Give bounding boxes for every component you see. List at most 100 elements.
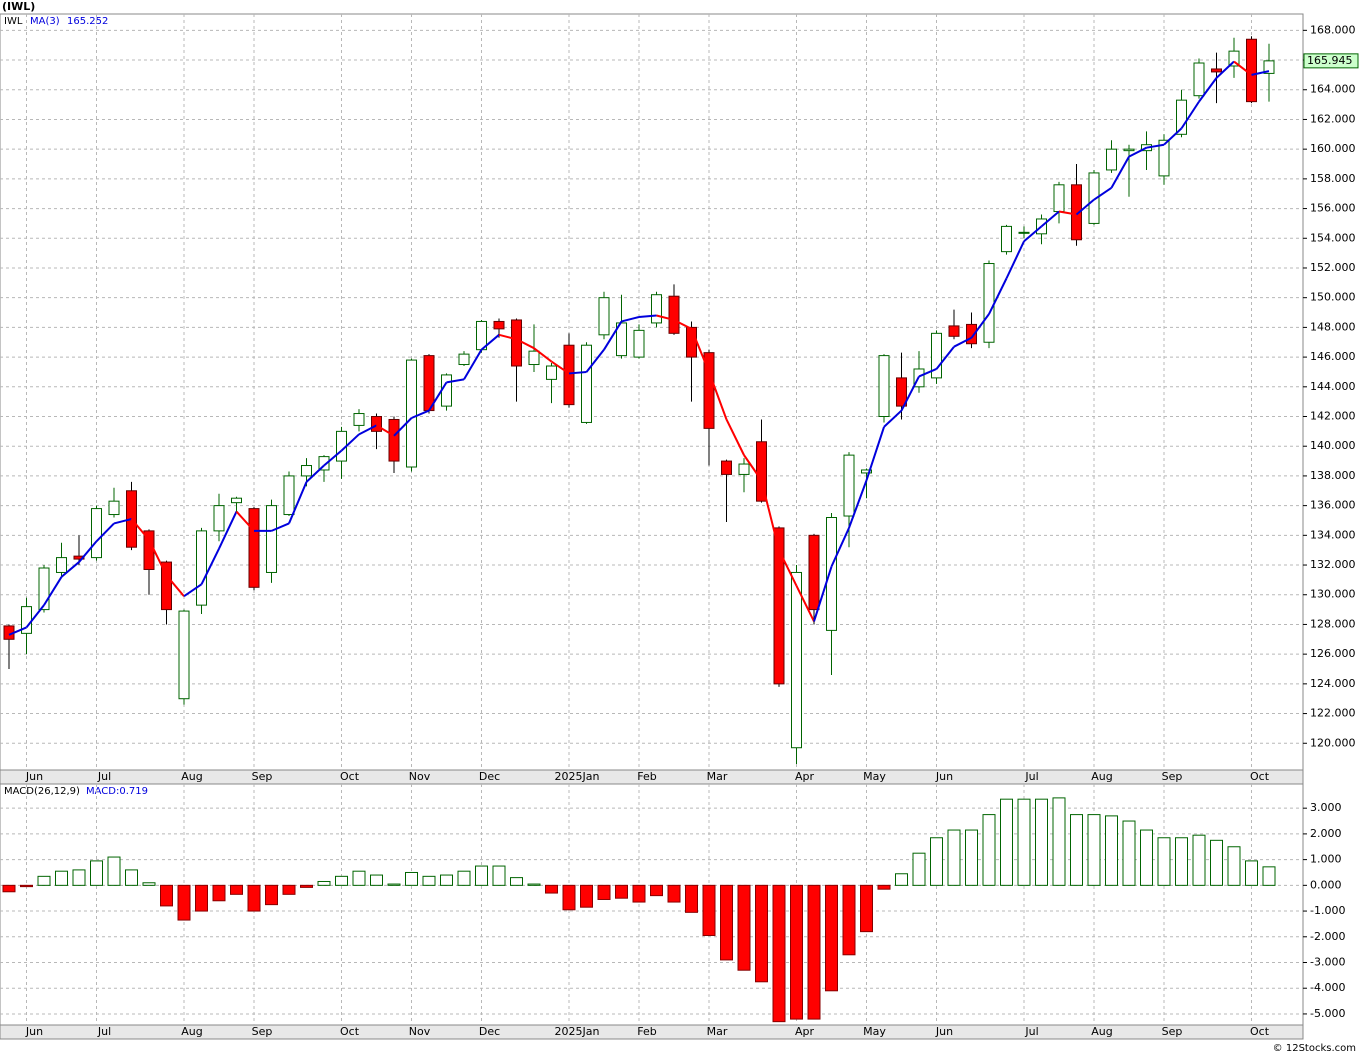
- ma-line: [8, 626, 27, 636]
- macd-bar: [982, 814, 996, 886]
- ma-line: [550, 360, 570, 375]
- x-tick-label: Apr: [795, 770, 815, 783]
- ma-line: [725, 419, 745, 456]
- macd-bar: [877, 884, 891, 890]
- macd-bar: [930, 837, 943, 886]
- y-tick-label: 164.000: [1310, 83, 1356, 96]
- macd-bar: [1140, 829, 1153, 886]
- ma-line: [883, 409, 903, 428]
- macd-bar: [1035, 798, 1048, 886]
- candle-body: [878, 355, 890, 418]
- macd-xaxis: [0, 1024, 1304, 1040]
- last-price-label: 165.945: [1307, 54, 1353, 67]
- ma-line: [183, 583, 203, 598]
- x-tick-label: Aug: [1091, 770, 1112, 783]
- x-tick-label: Jul: [97, 1025, 111, 1038]
- macd-bar: [1122, 820, 1136, 886]
- x-tick-label: Sep: [252, 1025, 273, 1038]
- candle-body: [1088, 172, 1100, 224]
- y-tick-label: 144.000: [1310, 380, 1356, 393]
- candle-body: [703, 352, 715, 429]
- macd-bar: [125, 869, 138, 886]
- x-tick-label: Apr: [795, 1025, 815, 1038]
- y-tick-label: 150.000: [1310, 291, 1356, 304]
- y-tick-label: -3.000: [1310, 955, 1345, 968]
- ma-line: [795, 585, 815, 622]
- macd-bar: [1192, 834, 1206, 886]
- x-tick-label: 2025Jan: [555, 1025, 600, 1038]
- ma-line: [953, 336, 972, 348]
- macd-bar: [457, 870, 471, 886]
- candle-body: [528, 350, 540, 366]
- macd-bar: [440, 874, 453, 886]
- ma-line: [130, 518, 150, 541]
- candle-body: [563, 344, 575, 406]
- ma-line: [1023, 225, 1043, 243]
- candle-body: [948, 325, 960, 337]
- ma-line: [25, 604, 45, 629]
- candle-body: [1053, 184, 1065, 213]
- candle-body: [598, 297, 610, 336]
- ma-line: [690, 328, 710, 373]
- macd-bar: [667, 884, 681, 903]
- macd-bar: [2, 884, 16, 893]
- ma-line: [760, 480, 780, 551]
- macd-bar: [160, 884, 173, 907]
- macd-bar: [247, 884, 261, 912]
- macd-bar: [912, 852, 926, 886]
- candle-body: [441, 374, 452, 407]
- x-tick-label: Nov: [409, 770, 431, 783]
- y-tick-label: 168.000: [1310, 23, 1356, 36]
- ma-line: [1040, 210, 1060, 228]
- candle-body: [1263, 60, 1275, 74]
- macd-value: MACD:0.719: [86, 786, 148, 797]
- x-tick-label: Dec: [479, 770, 500, 783]
- macd-bar: [1175, 837, 1188, 886]
- ma-line: [498, 333, 517, 341]
- macd-bar: [755, 884, 768, 983]
- x-tick-label: May: [863, 770, 886, 783]
- ma-line: [480, 334, 500, 351]
- macd-bar: [527, 883, 541, 886]
- ma-line: [865, 426, 885, 481]
- macd-bar: [1210, 839, 1223, 886]
- macd-bar: [650, 884, 663, 897]
- ma-line: [708, 371, 728, 420]
- macd-bar: [580, 884, 593, 908]
- x-tick-label: Oct: [1250, 770, 1270, 783]
- ma-line: [656, 314, 675, 321]
- y-tick-label: 152.000: [1310, 261, 1356, 274]
- ma-line: [463, 349, 483, 380]
- candle-body: [861, 469, 872, 474]
- ma-line: [78, 540, 98, 563]
- macd-bar: [1105, 815, 1118, 886]
- macd-bar: [212, 884, 226, 902]
- ma-line: [516, 338, 535, 350]
- ma-line: [621, 316, 640, 323]
- macd-bar: [20, 884, 33, 888]
- x-tick-label: Sep: [1162, 770, 1183, 783]
- macd-bar: [370, 874, 383, 886]
- macd-bar: [282, 884, 296, 895]
- ma-line: [830, 527, 850, 567]
- macd-bar: [562, 884, 576, 911]
- macd-bar: [317, 880, 331, 886]
- x-tick-label: Jul: [1024, 1025, 1038, 1038]
- candle-body: [406, 359, 417, 468]
- ma-line: [60, 561, 80, 578]
- candle-body: [161, 561, 172, 611]
- ma-line: [935, 346, 955, 370]
- candle-body: [931, 332, 942, 379]
- ma-line: [288, 481, 308, 524]
- macd-bar: [387, 883, 401, 886]
- candle-body: [1228, 50, 1240, 67]
- macd-bar: [685, 884, 698, 913]
- y-tick-label: 154.000: [1310, 231, 1356, 244]
- macd-bar: [1052, 797, 1066, 886]
- macd-bar: [702, 884, 716, 936]
- candle-body: [493, 320, 505, 330]
- macd-bar: [1087, 814, 1101, 886]
- y-tick-label: 134.000: [1310, 528, 1356, 541]
- macd-bar: [142, 882, 156, 886]
